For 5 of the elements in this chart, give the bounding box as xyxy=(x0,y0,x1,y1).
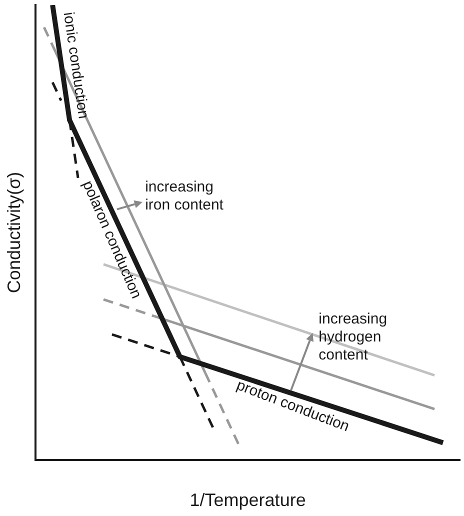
x-axis-title: 1/Temperature xyxy=(190,490,306,510)
annotation: increasing iron content xyxy=(145,178,224,214)
y-axis-title: Conductivity(σ) xyxy=(4,172,24,294)
annotation: increasing hydrogen content xyxy=(318,310,388,364)
annotation: ionic conduction xyxy=(60,11,92,120)
